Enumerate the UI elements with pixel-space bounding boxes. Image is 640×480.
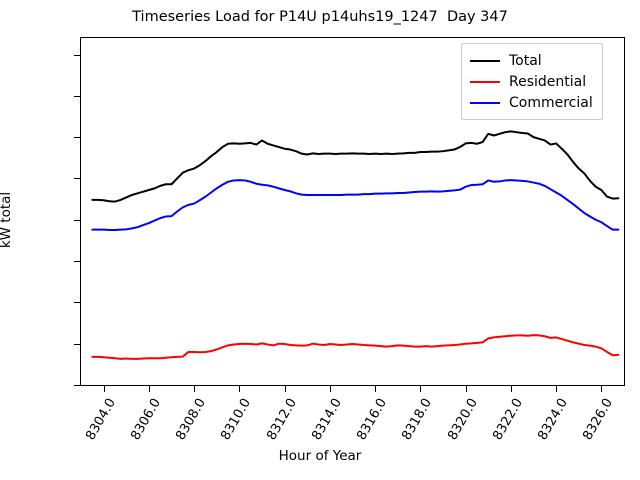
series-lines <box>91 130 620 360</box>
x-tick-mark <box>103 386 105 392</box>
y-tick-mark <box>74 95 80 97</box>
x-tick-label: 8318.0 <box>399 396 436 443</box>
legend-item-residential: Residential <box>470 71 593 92</box>
plot-area <box>80 37 625 386</box>
x-tick-label: 8306.0 <box>128 396 164 443</box>
y-tick-mark <box>74 385 80 386</box>
y-tick-mark <box>74 54 80 56</box>
line-series-residential <box>91 334 620 360</box>
legend-swatch-commercial <box>470 101 500 104</box>
y-tick-mark <box>74 219 80 221</box>
x-tick-mark <box>510 386 512 392</box>
x-tick-label: 8316.0 <box>354 396 391 443</box>
x-tick-mark <box>601 386 603 392</box>
line-series-commercial <box>91 179 620 232</box>
line-series-total <box>91 130 620 203</box>
chart-title: Timeseries Load for P14U p14uhs19_1247 D… <box>132 9 508 25</box>
legend-item-total: Total <box>470 50 593 71</box>
x-tick-mark <box>284 386 286 392</box>
x-tick-label: 8322.0 <box>490 396 526 443</box>
x-tick-mark <box>556 386 558 392</box>
legend-label: Total <box>509 52 542 69</box>
x-axis-label: Hour of Year <box>278 448 362 464</box>
legend-label: Residential <box>509 73 587 90</box>
y-axis-label: kW total <box>0 191 15 249</box>
y-tick-mark <box>74 137 80 139</box>
y-tick-mark <box>74 178 80 180</box>
y-tick-mark <box>74 343 80 345</box>
x-tick-mark <box>239 386 241 392</box>
x-tick-label: 8324.0 <box>535 396 572 443</box>
x-tick-mark <box>194 386 196 392</box>
x-tick-label: 8320.0 <box>444 396 481 443</box>
x-tick-mark <box>420 386 422 392</box>
x-tick-mark <box>465 386 467 392</box>
legend-swatch-residential <box>470 80 500 83</box>
x-tick-label: 8304.0 <box>82 396 119 443</box>
legend-label: Commercial <box>509 94 593 111</box>
x-tick-label: 8308.0 <box>173 396 210 443</box>
legend-swatch-total <box>470 59 500 62</box>
x-tick-mark <box>329 386 331 392</box>
y-tick-mark <box>74 302 80 304</box>
chart-legend: Total Residential Commercial <box>461 43 603 120</box>
y-tick-mark <box>74 261 80 263</box>
x-tick-mark <box>375 386 377 392</box>
x-tick-label: 8312.0 <box>263 396 300 443</box>
x-tick-mark <box>148 386 150 392</box>
x-tick-label: 8310.0 <box>218 396 255 443</box>
x-tick-label: 8326.0 <box>580 396 617 443</box>
legend-item-commercial: Commercial <box>470 92 593 113</box>
x-tick-label: 8314.0 <box>309 396 345 443</box>
